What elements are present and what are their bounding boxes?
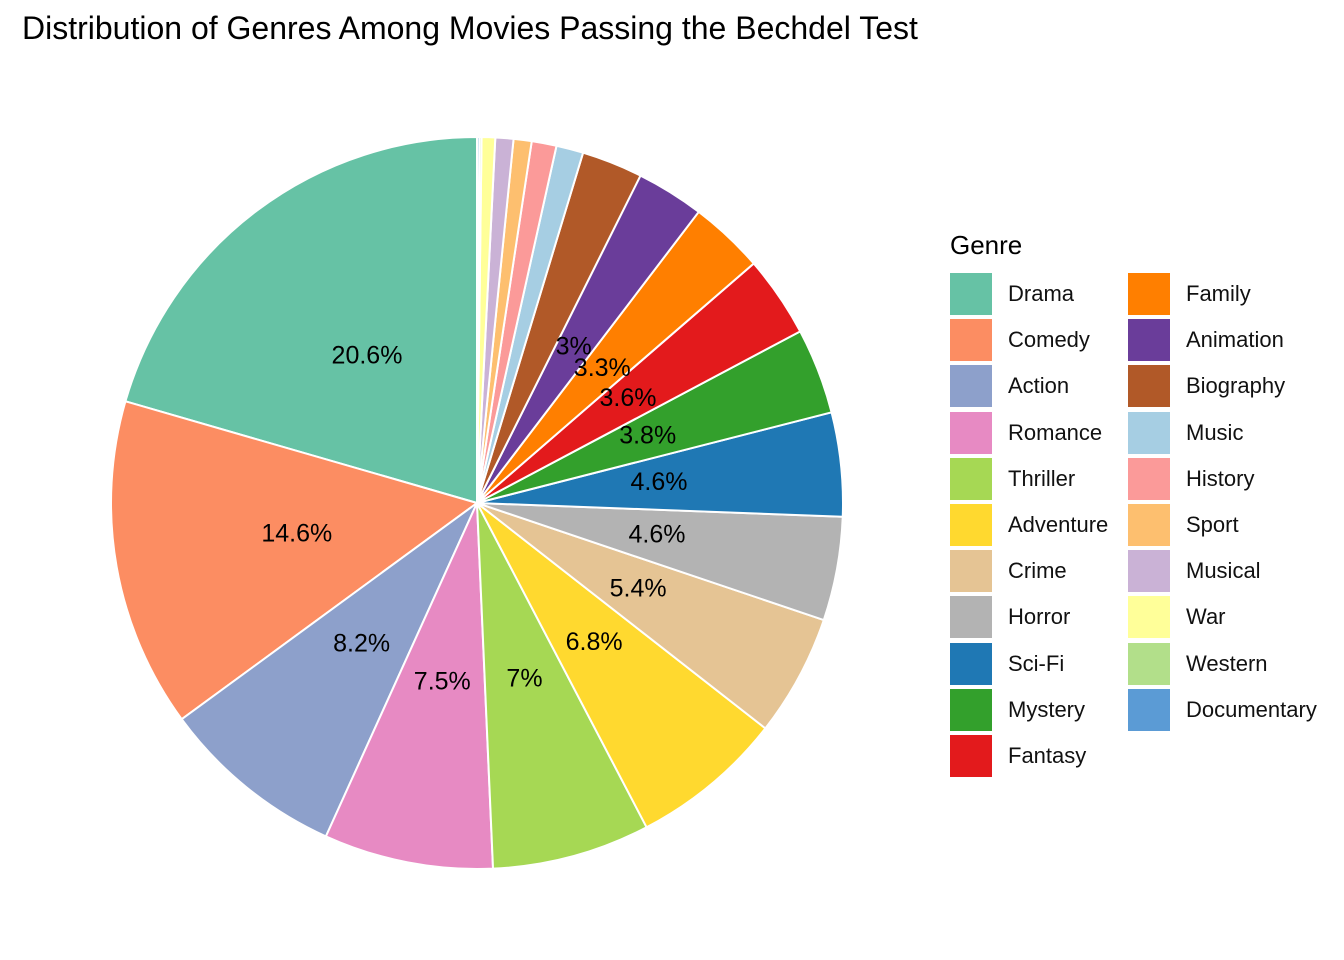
legend-item-family: Family — [1128, 273, 1251, 315]
legend-label-crime: Crime — [1008, 558, 1067, 584]
pie-label-horror: 4.6% — [629, 521, 686, 549]
pie-slice-comedy — [110, 400, 480, 721]
legend-swatch-comedy — [950, 319, 992, 362]
legend-label-musical: Musical — [1186, 558, 1261, 584]
legend-item-fantasy: Fantasy — [950, 735, 1086, 777]
pie-label-adventure: 6.8% — [566, 628, 623, 656]
legend-swatch-sport — [1128, 504, 1170, 546]
legend-item-sport: Sport — [1128, 504, 1239, 546]
legend-item-documentary: Documentary — [1128, 688, 1317, 731]
legend-label-mystery: Mystery — [1008, 696, 1085, 722]
legend-item-biography: Biography — [1128, 365, 1286, 408]
pie-slice-thriller — [476, 502, 648, 870]
legend-swatch-horror — [950, 596, 992, 639]
legend-item-romance: Romance — [950, 411, 1103, 454]
pie-label-sci-fi: 4.6% — [631, 468, 688, 496]
legend-swatch-fantasy — [950, 735, 992, 777]
legend-item-sci-fi: Sci-Fi — [950, 642, 1065, 685]
legend-item-thriller: Thriller — [950, 457, 1076, 500]
pie-slices — [110, 135, 844, 871]
legend-item-mystery: Mystery — [950, 688, 1085, 731]
pie-label-action: 8.2% — [333, 630, 390, 658]
legend-swatch-adventure — [950, 504, 992, 546]
legend-label-sci-fi: Sci-Fi — [1008, 650, 1065, 676]
pie-label-drama: 20.6% — [332, 341, 403, 369]
legend-label-horror: Horror — [1008, 604, 1071, 630]
legend-swatch-sci-fi — [950, 642, 992, 685]
legend-item-comedy: Comedy — [950, 319, 1090, 362]
legend-swatch-crime — [950, 550, 992, 593]
legend-label-thriller: Thriller — [1008, 465, 1076, 491]
pie-slice-documentary — [476, 135, 481, 504]
legend-swatch-family — [1128, 273, 1170, 315]
legend-swatch-action — [950, 365, 992, 408]
legend-label-action: Action — [1008, 373, 1070, 399]
legend-label-adventure: Adventure — [1008, 512, 1109, 537]
pie-label-fantasy: 3.6% — [600, 384, 657, 412]
legend-title: Genre — [950, 230, 1023, 260]
pie-label-comedy: 14.6% — [261, 520, 332, 548]
pie-label-animation: 3% — [556, 332, 592, 360]
legend-label-western: Western — [1186, 650, 1268, 676]
legend-swatch-war — [1128, 596, 1170, 639]
chart-title: Distribution of Genres Among Movies Pass… — [22, 10, 918, 46]
legend-swatch-music — [1128, 411, 1170, 454]
pie-label-thriller: 7% — [506, 664, 542, 692]
legend-label-fantasy: Fantasy — [1008, 743, 1087, 768]
legend-swatch-animation — [1128, 319, 1170, 362]
pie-label-crime: 5.4% — [610, 574, 667, 602]
legend-item-drama: Drama — [950, 273, 1074, 315]
pie-labels: 20.6% 14.6% 8.2% 7.5% 7% 6.8% 5.4% 4.6% 4.6% 3.8%… — [261, 332, 687, 695]
legend-item-music: Music — [1128, 411, 1244, 454]
pie-slice-adventure — [476, 502, 767, 829]
legend-label-animation: Animation — [1186, 327, 1284, 353]
legend-swatch-documentary — [1128, 688, 1170, 731]
legend-label-music: Music — [1186, 419, 1244, 445]
legend-item-horror: Horror — [950, 596, 1071, 639]
legend-item-musical: Musical — [1128, 550, 1261, 593]
legend-label-biography: Biography — [1186, 373, 1286, 399]
pie-label-family: 3.3% — [574, 354, 631, 382]
legend-label-romance: Romance — [1008, 419, 1103, 445]
pie-label-romance: 7.5% — [414, 667, 471, 695]
legend-item-history: History — [1128, 457, 1255, 500]
legend-swatch-biography — [1128, 365, 1170, 408]
legend-swatch-mystery — [950, 688, 992, 731]
pie-slice-action — [180, 499, 480, 838]
legend-label-sport: Sport — [1186, 512, 1239, 537]
legend-label-war: War — [1186, 604, 1226, 630]
legend-item-adventure: Adventure — [950, 504, 1108, 546]
legend-label-history: History — [1186, 465, 1255, 491]
legend-label-drama: Drama — [1008, 281, 1075, 306]
legend-label-documentary: Documentary — [1186, 696, 1317, 722]
legend-swatch-romance — [950, 411, 992, 454]
legend-swatch-history — [1128, 457, 1170, 500]
pie-slice-drama — [124, 135, 478, 505]
pie-label-mystery: 3.8% — [619, 422, 676, 450]
legend-item-crime: Crime — [950, 550, 1067, 593]
legend-item-war: War — [1128, 596, 1226, 639]
legend-label-family: Family — [1186, 281, 1251, 306]
legend-item-action: Action — [950, 365, 1070, 408]
legend-label-comedy: Comedy — [1008, 327, 1090, 353]
pie-slice-romance — [324, 502, 495, 871]
legend-swatch-musical — [1128, 550, 1170, 593]
legend-swatch-thriller — [950, 457, 992, 500]
legend-swatch-drama — [950, 273, 992, 315]
legend-item-animation: Animation — [1128, 319, 1284, 362]
legend-swatch-western — [1128, 642, 1170, 685]
legend-item-western: Western — [1128, 642, 1268, 685]
